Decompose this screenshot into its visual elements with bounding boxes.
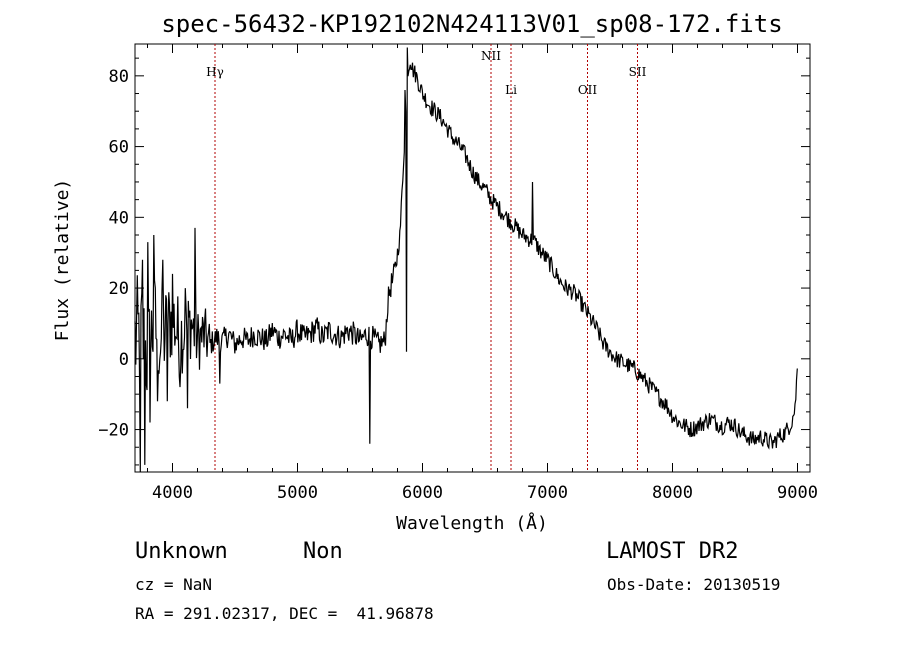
x-tick-label: 8000 xyxy=(652,483,693,503)
y-tick-label: 80 xyxy=(109,67,129,87)
plot-frame xyxy=(134,43,811,473)
spectrum-chart: spec-56432-KP192102N424113V01_sp08-172.f… xyxy=(52,10,818,534)
chart-title: spec-56432-KP192102N424113V01_sp08-172.f… xyxy=(161,10,782,38)
emission-line-markers: Hγ NII Li OII SII xyxy=(206,44,647,472)
x-axis-ticks: 4000 5000 6000 7000 8000 9000 xyxy=(147,44,818,503)
y-tick-label: 60 xyxy=(109,138,129,158)
object-class: Unknown xyxy=(135,539,228,564)
x-tick-label: 4000 xyxy=(152,483,193,503)
line-marker-label: NII xyxy=(481,49,501,63)
x-tick-label: 6000 xyxy=(402,483,443,503)
plot-area xyxy=(134,43,811,473)
line-marker-label: OII xyxy=(578,83,598,97)
y-axis-label: Flux (relative) xyxy=(52,179,73,342)
survey-name: LAMOST DR2 xyxy=(606,539,739,564)
y-tick-label: 40 xyxy=(109,208,129,228)
y-tick-label: −20 xyxy=(98,421,129,441)
spectrum-line xyxy=(134,47,798,473)
x-axis-label: Wavelength (Å) xyxy=(396,512,548,534)
coordinates: RA = 291.02317, DEC = 41.96878 xyxy=(135,604,434,623)
x-tick-label: 7000 xyxy=(527,483,568,503)
line-marker-label: Hγ xyxy=(206,65,224,79)
line-marker-label: SII xyxy=(629,65,647,79)
line-marker-label: Li xyxy=(505,83,517,97)
y-tick-label: 20 xyxy=(109,279,129,299)
y-axis-ticks: −20 0 20 40 60 80 xyxy=(98,57,810,466)
redshift-cz: cz = NaN xyxy=(135,575,213,594)
y-tick-label: 0 xyxy=(119,350,129,370)
object-subclass: Non xyxy=(303,539,343,564)
observation-date: Obs-Date: 20130519 xyxy=(607,575,781,594)
x-tick-label: 5000 xyxy=(277,483,318,503)
x-tick-label: 9000 xyxy=(777,483,818,503)
